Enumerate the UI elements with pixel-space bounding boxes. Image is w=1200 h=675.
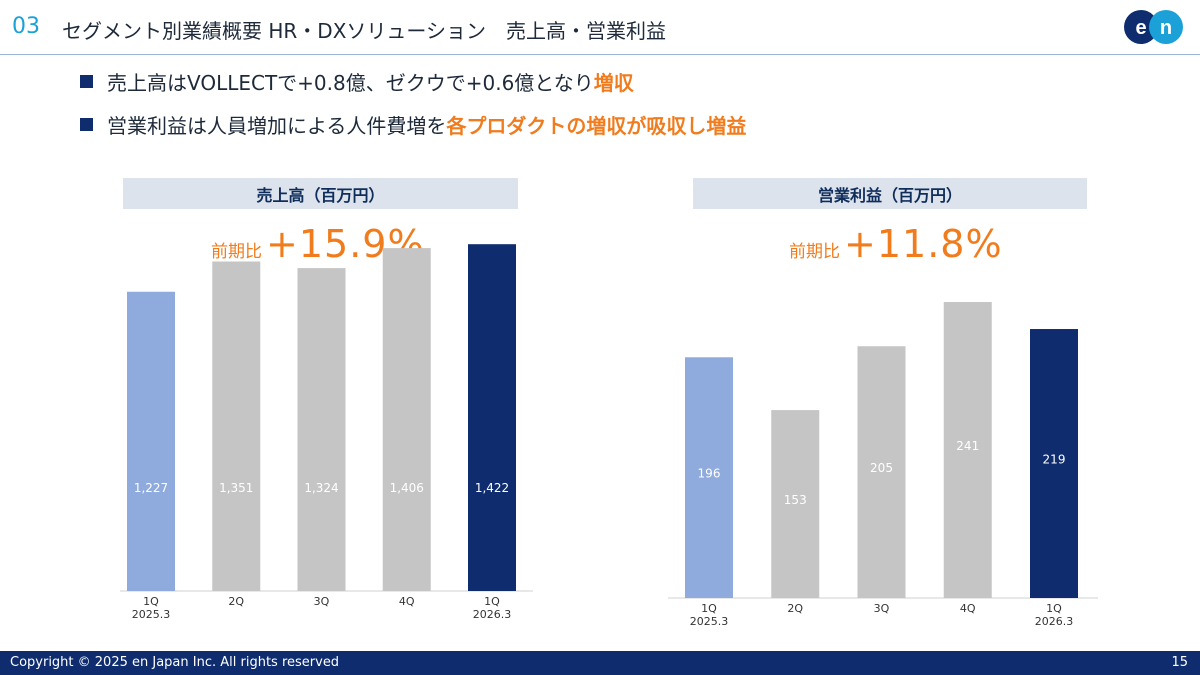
bullet-text: 売上高はVOLLECTで+0.8億、ゼクウで+0.6億となり <box>107 70 594 95</box>
profit-chart-title: 営業利益（百万円） <box>693 178 1087 209</box>
profit-value-label: 153 <box>784 493 807 507</box>
copyright-text: Copyright © 2025 en Japan Inc. All right… <box>10 655 340 670</box>
profit-bar <box>685 357 733 598</box>
bar-charts: 1,2271Q2025.31,3512Q1,3243Q1,4064Q1,4221… <box>120 244 1098 628</box>
profit-growth: 前期比 +11.8% <box>789 222 1003 266</box>
profit-tick-label: 3Q <box>874 602 890 615</box>
profit-value-label: 205 <box>870 461 893 475</box>
sales-growth-label: 前期比 <box>211 242 262 262</box>
en-logo: e n <box>1124 10 1183 44</box>
profit-bar <box>943 302 992 598</box>
bullet-sales: 売上高はVOLLECTで+0.8億、ゼクウで+0.6億となり 増収 <box>80 66 746 96</box>
profit-bar <box>857 346 906 598</box>
sales-value-label: 1,406 <box>390 481 424 495</box>
bullet-square-icon <box>80 117 93 131</box>
bullet-text: 営業利益は人員増加による人件費増を <box>107 113 447 138</box>
profit-value-label: 219 <box>1043 453 1066 467</box>
page-number: 15 <box>1171 655 1188 670</box>
profit-tick-label: 1Q <box>1046 602 1062 615</box>
page-title: セグメント別業績概要 HR・DXソリューション 売上高・営業利益 <box>62 19 666 43</box>
footer: Copyright © 2025 en Japan Inc. All right… <box>0 651 1200 675</box>
profit-growth-label: 前期比 <box>789 242 840 262</box>
profit-tick-label: 1Q <box>701 602 717 615</box>
profit-bar <box>771 410 820 598</box>
sales-bar <box>127 291 175 591</box>
sales-tick-label: 3Q <box>314 595 330 608</box>
sales-value-label: 1,227 <box>134 481 168 495</box>
profit-value-label: 241 <box>956 439 979 453</box>
sales-bar <box>297 268 346 591</box>
sales-tick-label: 4Q <box>399 595 415 608</box>
sales-value-label: 1,422 <box>475 481 509 495</box>
bullet-highlight: 各プロダクトの増収が吸収し増益 <box>446 113 747 138</box>
header: 03 セグメント別業績概要 HR・DXソリューション 売上高・営業利益 e n <box>0 0 1200 58</box>
sales-tick-label: 1Q <box>484 595 500 608</box>
bullet-highlight: 増収 <box>593 70 634 95</box>
svg-text:e: e <box>1135 17 1146 39</box>
sales-chart-title: 売上高（百万円） <box>123 178 518 209</box>
header-divider <box>0 54 1200 55</box>
svg-text:n: n <box>1160 17 1172 39</box>
sales-tick-label: 2026.3 <box>473 608 512 621</box>
sales-value-label: 1,324 <box>304 481 338 495</box>
profit-value-label: 196 <box>698 467 721 481</box>
sales-tick-label: 2025.3 <box>132 608 171 621</box>
sales-tick-label: 1Q <box>143 595 159 608</box>
sales-value-label: 1,351 <box>219 481 253 495</box>
sales-bar <box>212 261 261 591</box>
profit-tick-label: 4Q <box>960 602 976 615</box>
profit-tick-label: 2026.3 <box>1035 615 1074 628</box>
section-number: 03 <box>12 14 40 39</box>
sales-tick-label: 2Q <box>228 595 244 608</box>
sales-bar <box>382 248 431 591</box>
profit-bar <box>1030 329 1078 598</box>
profit-growth-value: +11.8% <box>844 222 1003 266</box>
bullet-profit: 営業利益は人員増加による人件費増を 各プロダクトの増収が吸収し増益 <box>80 109 746 139</box>
sales-bar <box>468 244 516 591</box>
profit-tick-label: 2Q <box>787 602 803 615</box>
profit-tick-label: 2025.3 <box>690 615 729 628</box>
summary-bullets: 売上高はVOLLECTで+0.8億、ゼクウで+0.6億となり 増収 営業利益は人員… <box>80 66 746 152</box>
bullet-square-icon <box>80 74 93 88</box>
